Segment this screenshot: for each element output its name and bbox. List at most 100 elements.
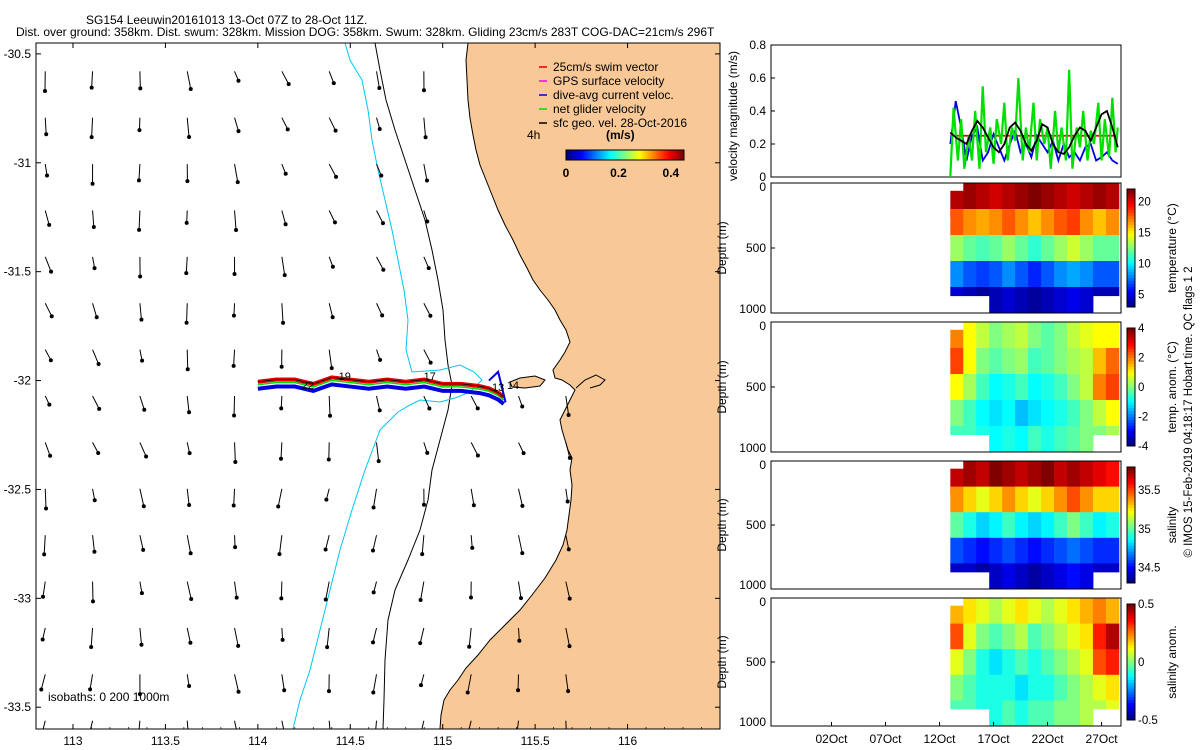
section-cell — [1105, 426, 1120, 436]
section-colorbar-cell — [1127, 372, 1135, 376]
colorbar-cell — [591, 150, 595, 160]
current-vector-head — [373, 738, 377, 742]
section-cell — [1079, 649, 1094, 676]
section-cell — [963, 235, 977, 262]
section-cell — [1015, 649, 1029, 676]
current-vector-head — [94, 315, 99, 320]
section-cell — [1028, 512, 1042, 539]
track-day-label: 22 — [302, 380, 314, 392]
section-cell — [976, 512, 990, 539]
section-colorbar-tick: -0.5 — [1138, 715, 1158, 727]
section-colorbar-cell — [1127, 577, 1135, 581]
time-xtick-label: 07Oct — [869, 732, 902, 746]
section-cell — [1092, 537, 1107, 564]
current-vector — [423, 349, 432, 363]
current-vector-head — [323, 547, 328, 552]
current-vector — [233, 303, 236, 316]
current-vector — [278, 535, 283, 555]
section-colorbar-cell — [1127, 443, 1135, 447]
current-vector-head — [282, 273, 287, 278]
current-vector — [40, 674, 46, 690]
current-vector-head — [47, 402, 52, 407]
current-vector — [90, 627, 94, 648]
current-vector — [90, 720, 94, 729]
section-cell — [963, 649, 977, 676]
section-cell — [976, 261, 990, 288]
section-cell — [976, 461, 990, 488]
section-colorbar-cell — [1127, 366, 1135, 370]
current-vector-head — [566, 412, 571, 417]
section-cell — [1105, 235, 1120, 262]
section-colorbar-cell — [1127, 562, 1135, 567]
section-cell — [1054, 649, 1068, 676]
section-cell — [976, 287, 990, 297]
current-vector — [420, 581, 425, 601]
current-vector — [565, 581, 571, 599]
section-cell — [1092, 261, 1107, 288]
section-colorbar-cell — [1127, 717, 1135, 721]
section-colorbar-cell — [1127, 230, 1135, 234]
section-cell — [1041, 287, 1055, 314]
current-vector — [518, 535, 523, 554]
current-vector — [375, 720, 378, 729]
section-cell — [1066, 537, 1081, 564]
section-colorbar-cell — [1127, 647, 1135, 651]
section-cell — [950, 261, 964, 288]
current-vector-head — [44, 132, 49, 137]
colorbar-cell — [599, 150, 602, 160]
section-cell — [1041, 649, 1055, 676]
current-vector — [92, 303, 98, 318]
section-colorbar-cell — [1127, 339, 1135, 344]
colorbar-cell — [660, 150, 663, 160]
current-vector — [376, 256, 384, 270]
section-cell — [1079, 700, 1094, 727]
section-cell — [950, 400, 964, 427]
section-cell — [1079, 261, 1094, 288]
current-vector-head — [88, 687, 93, 692]
current-vector — [277, 488, 283, 507]
section-cell — [976, 623, 990, 650]
section-colorbar-cell — [1127, 621, 1135, 625]
section-cell — [976, 537, 990, 564]
current-vector-head — [566, 547, 571, 552]
section-cell — [1092, 374, 1107, 401]
provenance-note: © IMOS 15-Feb-2019 04:18:17 Hobart time.… — [1183, 266, 1195, 557]
current-vector-head — [47, 222, 52, 227]
depth-ylabel: Depth (m) — [715, 221, 729, 274]
current-vector-head — [90, 599, 95, 604]
current-vector-head — [231, 313, 236, 318]
section-cell — [989, 400, 1003, 427]
section-colorbar-cell — [1127, 618, 1135, 622]
colorbar-cell — [567, 150, 571, 160]
section-colorbar-cell — [1127, 571, 1135, 575]
section-cell — [976, 426, 990, 436]
section-colorbar-cell — [1127, 641, 1135, 646]
section-cell — [1054, 209, 1068, 236]
section-cell — [1041, 209, 1055, 236]
map-ytick-label: -33.5 — [4, 700, 32, 714]
section-cell — [1002, 537, 1016, 564]
section-colorbar-cell — [1127, 481, 1135, 485]
section-colorbar-cell — [1127, 685, 1135, 689]
section-cell — [950, 700, 964, 710]
current-vector — [518, 581, 522, 599]
colorbar-cell — [678, 150, 681, 160]
section-cell — [989, 348, 1003, 375]
colorbar-cell — [577, 150, 581, 160]
current-vector-head — [567, 455, 572, 460]
current-vector — [376, 442, 380, 462]
current-vector — [423, 303, 431, 317]
colorbar-cell — [632, 150, 636, 160]
map-ytick-label: -31.5 — [4, 265, 32, 279]
section-cell — [976, 563, 990, 573]
colorbar-cell — [619, 150, 622, 160]
section-colorbar-cell — [1127, 635, 1135, 640]
current-vector — [376, 163, 382, 176]
current-vector — [326, 627, 330, 648]
section-cell — [963, 512, 977, 539]
section-colorbar-frame — [1126, 188, 1136, 308]
section-colorbar-cell — [1127, 711, 1135, 715]
section-colorbar-cell — [1127, 348, 1135, 353]
section-cell — [1028, 598, 1042, 625]
section-cell — [1002, 183, 1016, 210]
